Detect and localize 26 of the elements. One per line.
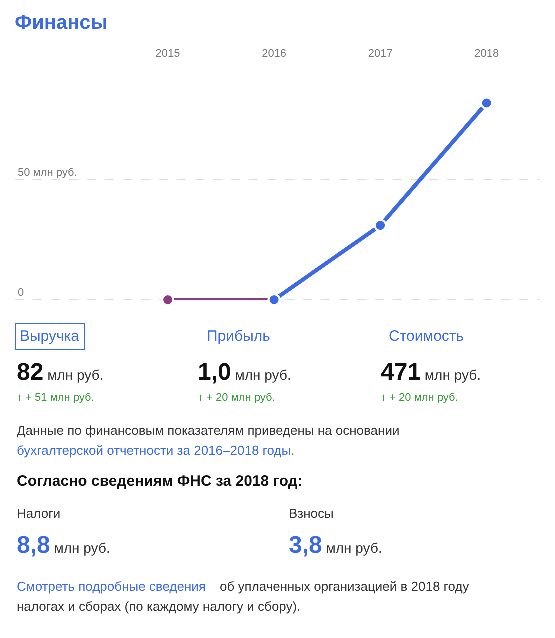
text: 8,8 млн руб. bbox=[17, 532, 110, 559]
text: бухгалтерской отчетности за 2016–2018 годы. bbox=[17, 443, 295, 458]
text: налогах и сборах (по каждому налогу и сбору). bbox=[17, 599, 301, 614]
text: Согласно сведениям ФНС за 2018 год: bbox=[17, 473, 303, 490]
x-tick-label: 2017 bbox=[368, 48, 393, 60]
x-tick-label: 2018 bbox=[474, 48, 500, 60]
text: Данные по финансовым показателям приведены на основании bbox=[17, 423, 400, 438]
text: Стоимость bbox=[389, 328, 464, 345]
x-tick-label: 2016 bbox=[262, 48, 287, 60]
text: ↑ + 20 млн руб. bbox=[381, 392, 458, 404]
y-tick-label: 50 млн руб. bbox=[18, 167, 78, 180]
text: Прибыль bbox=[207, 328, 271, 345]
text: Выручка bbox=[20, 328, 80, 345]
y-tick-label: 0 bbox=[18, 287, 24, 300]
text: ↑ + 20 млн руб. bbox=[198, 392, 276, 404]
text: Смотреть подробные сведения bbox=[17, 579, 206, 594]
chart-title: Финансы bbox=[15, 12, 108, 34]
x-tick-label: 2015 bbox=[156, 48, 180, 60]
text: 82 млн руб. bbox=[17, 359, 104, 386]
text: 1,0 млн руб. bbox=[198, 359, 292, 386]
text: Налоги bbox=[17, 506, 61, 521]
text: Взносы bbox=[289, 506, 334, 521]
text: 3,8 млн руб. bbox=[289, 532, 382, 559]
text: 471 млн руб. bbox=[381, 359, 482, 386]
text: ↑ + 51 млн руб. bbox=[17, 392, 94, 404]
text: об уплаченных организацией в 2018 году bbox=[220, 579, 470, 594]
